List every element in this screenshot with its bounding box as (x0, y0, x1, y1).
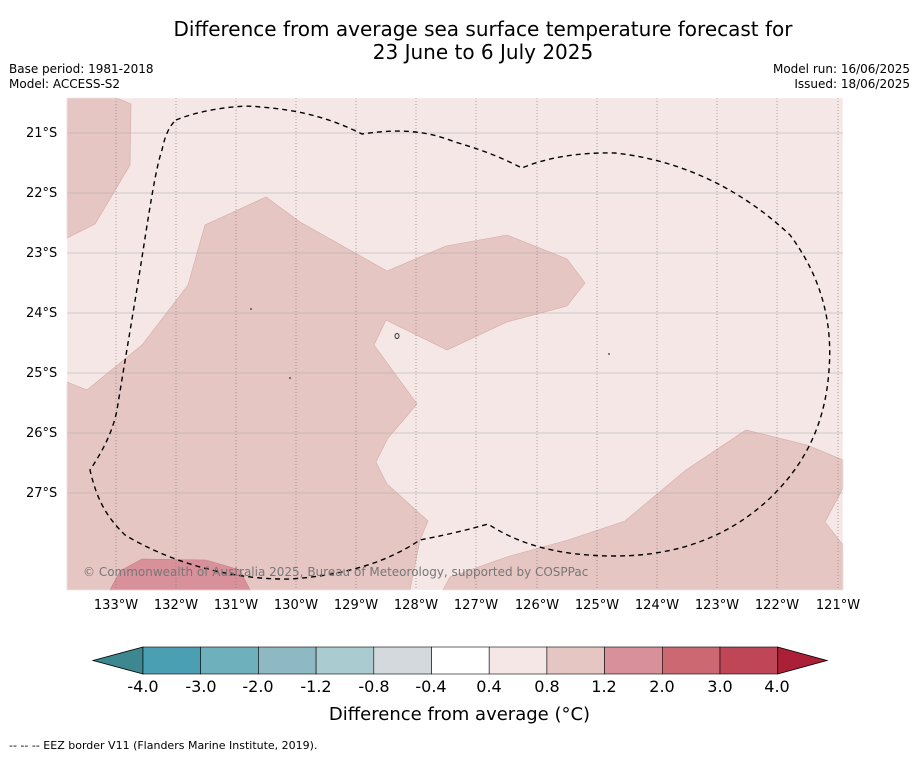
colorbar-overflow-arrow (777, 646, 829, 675)
colorbar-title: Difference from average (°C) (328, 704, 591, 725)
island-marker (608, 353, 610, 355)
colorbar-underflow-arrow (91, 646, 144, 675)
right-metadata: Model run: 16/06/2025 Issued: 18/06/2025 (773, 62, 910, 92)
issued-date: Issued: 18/06/2025 (794, 77, 910, 91)
map-frame (66, 97, 844, 591)
island-marker (394, 333, 400, 339)
lon-label: 124°W (634, 598, 680, 613)
colorbar-segment (258, 646, 317, 675)
model-run: Model run: 16/06/2025 (772, 62, 910, 76)
lat-label: 21°S (26, 126, 58, 141)
lon-label: 127°W (453, 598, 499, 613)
colorbar-tick-label: 2.0 (649, 677, 675, 696)
lat-label: 22°S (26, 186, 58, 201)
map-gridlines (67, 98, 843, 590)
lon-label: 130°W (273, 598, 319, 613)
base-period: Base period: 1981-2018 (9, 62, 154, 76)
island-marker (289, 377, 291, 379)
colorbar-tick-label: -0.8 (358, 677, 390, 696)
lon-label: 122°W (754, 598, 800, 613)
colorbar-tick-label: 0.4 (476, 677, 502, 696)
lon-label: 132°W (153, 598, 199, 613)
colorbar-tick-label: 0.8 (534, 677, 560, 696)
colorbar-segment (719, 646, 779, 675)
lat-label: 26°S (26, 426, 58, 441)
left-metadata: Base period: 1981-2018 Model: ACCESS-S2 (9, 62, 154, 92)
lon-label: 128°W (393, 598, 439, 613)
colorbar-segment (488, 646, 548, 675)
copyright-notice: © Commonwealth of Australia 2025, Bureau… (83, 565, 589, 579)
colorbar-segment (604, 646, 663, 675)
colorbar-segment (200, 646, 259, 675)
colorbar-segment (661, 646, 721, 675)
lon-label: 125°W (574, 598, 620, 613)
lon-label: 133°W (93, 598, 139, 613)
lon-label: 123°W (694, 598, 740, 613)
lat-label: 23°S (26, 246, 58, 261)
title-line-1: Difference from average sea surface temp… (173, 17, 793, 41)
colorbar-segment (315, 646, 375, 675)
colorbar (91, 646, 829, 675)
lat-label: 24°S (26, 306, 58, 321)
lat-label: 27°S (26, 486, 58, 501)
colorbar-segment (373, 646, 432, 675)
colorbar-tick-label: -3.0 (185, 677, 217, 696)
title-line-2: 23 June to 6 July 2025 (372, 40, 594, 64)
lon-label: 129°W (333, 598, 379, 613)
island-marker (250, 308, 252, 310)
colorbar-tick-label: 3.0 (707, 677, 733, 696)
colorbar-tick-label: 4.0 (764, 677, 790, 696)
lat-label: 25°S (26, 366, 58, 381)
eez-border (89, 105, 831, 580)
warm-anomaly-region-southeast (442, 429, 844, 591)
colorbar-tick-label: 1.2 (591, 677, 617, 696)
lon-label: 126°W (514, 598, 560, 613)
colorbar-tick-label: -1.2 (300, 677, 332, 696)
map-title: Difference from average sea surface temp… (0, 18, 919, 64)
colorbar-tick-label: -2.0 (242, 677, 274, 696)
colorbar-tick-label: -0.4 (415, 677, 447, 696)
colorbar-segment (142, 646, 202, 675)
eez-footnote: -- -- -- EEZ border V11 (Flanders Marine… (9, 739, 318, 752)
model-name: Model: ACCESS-S2 (9, 77, 121, 91)
colorbar-tick-label: -4.0 (127, 677, 159, 696)
colorbar-segment (546, 646, 605, 675)
lon-label: 131°W (213, 598, 259, 613)
colorbar-segment (431, 646, 490, 675)
lon-label: 121°W (815, 598, 861, 613)
